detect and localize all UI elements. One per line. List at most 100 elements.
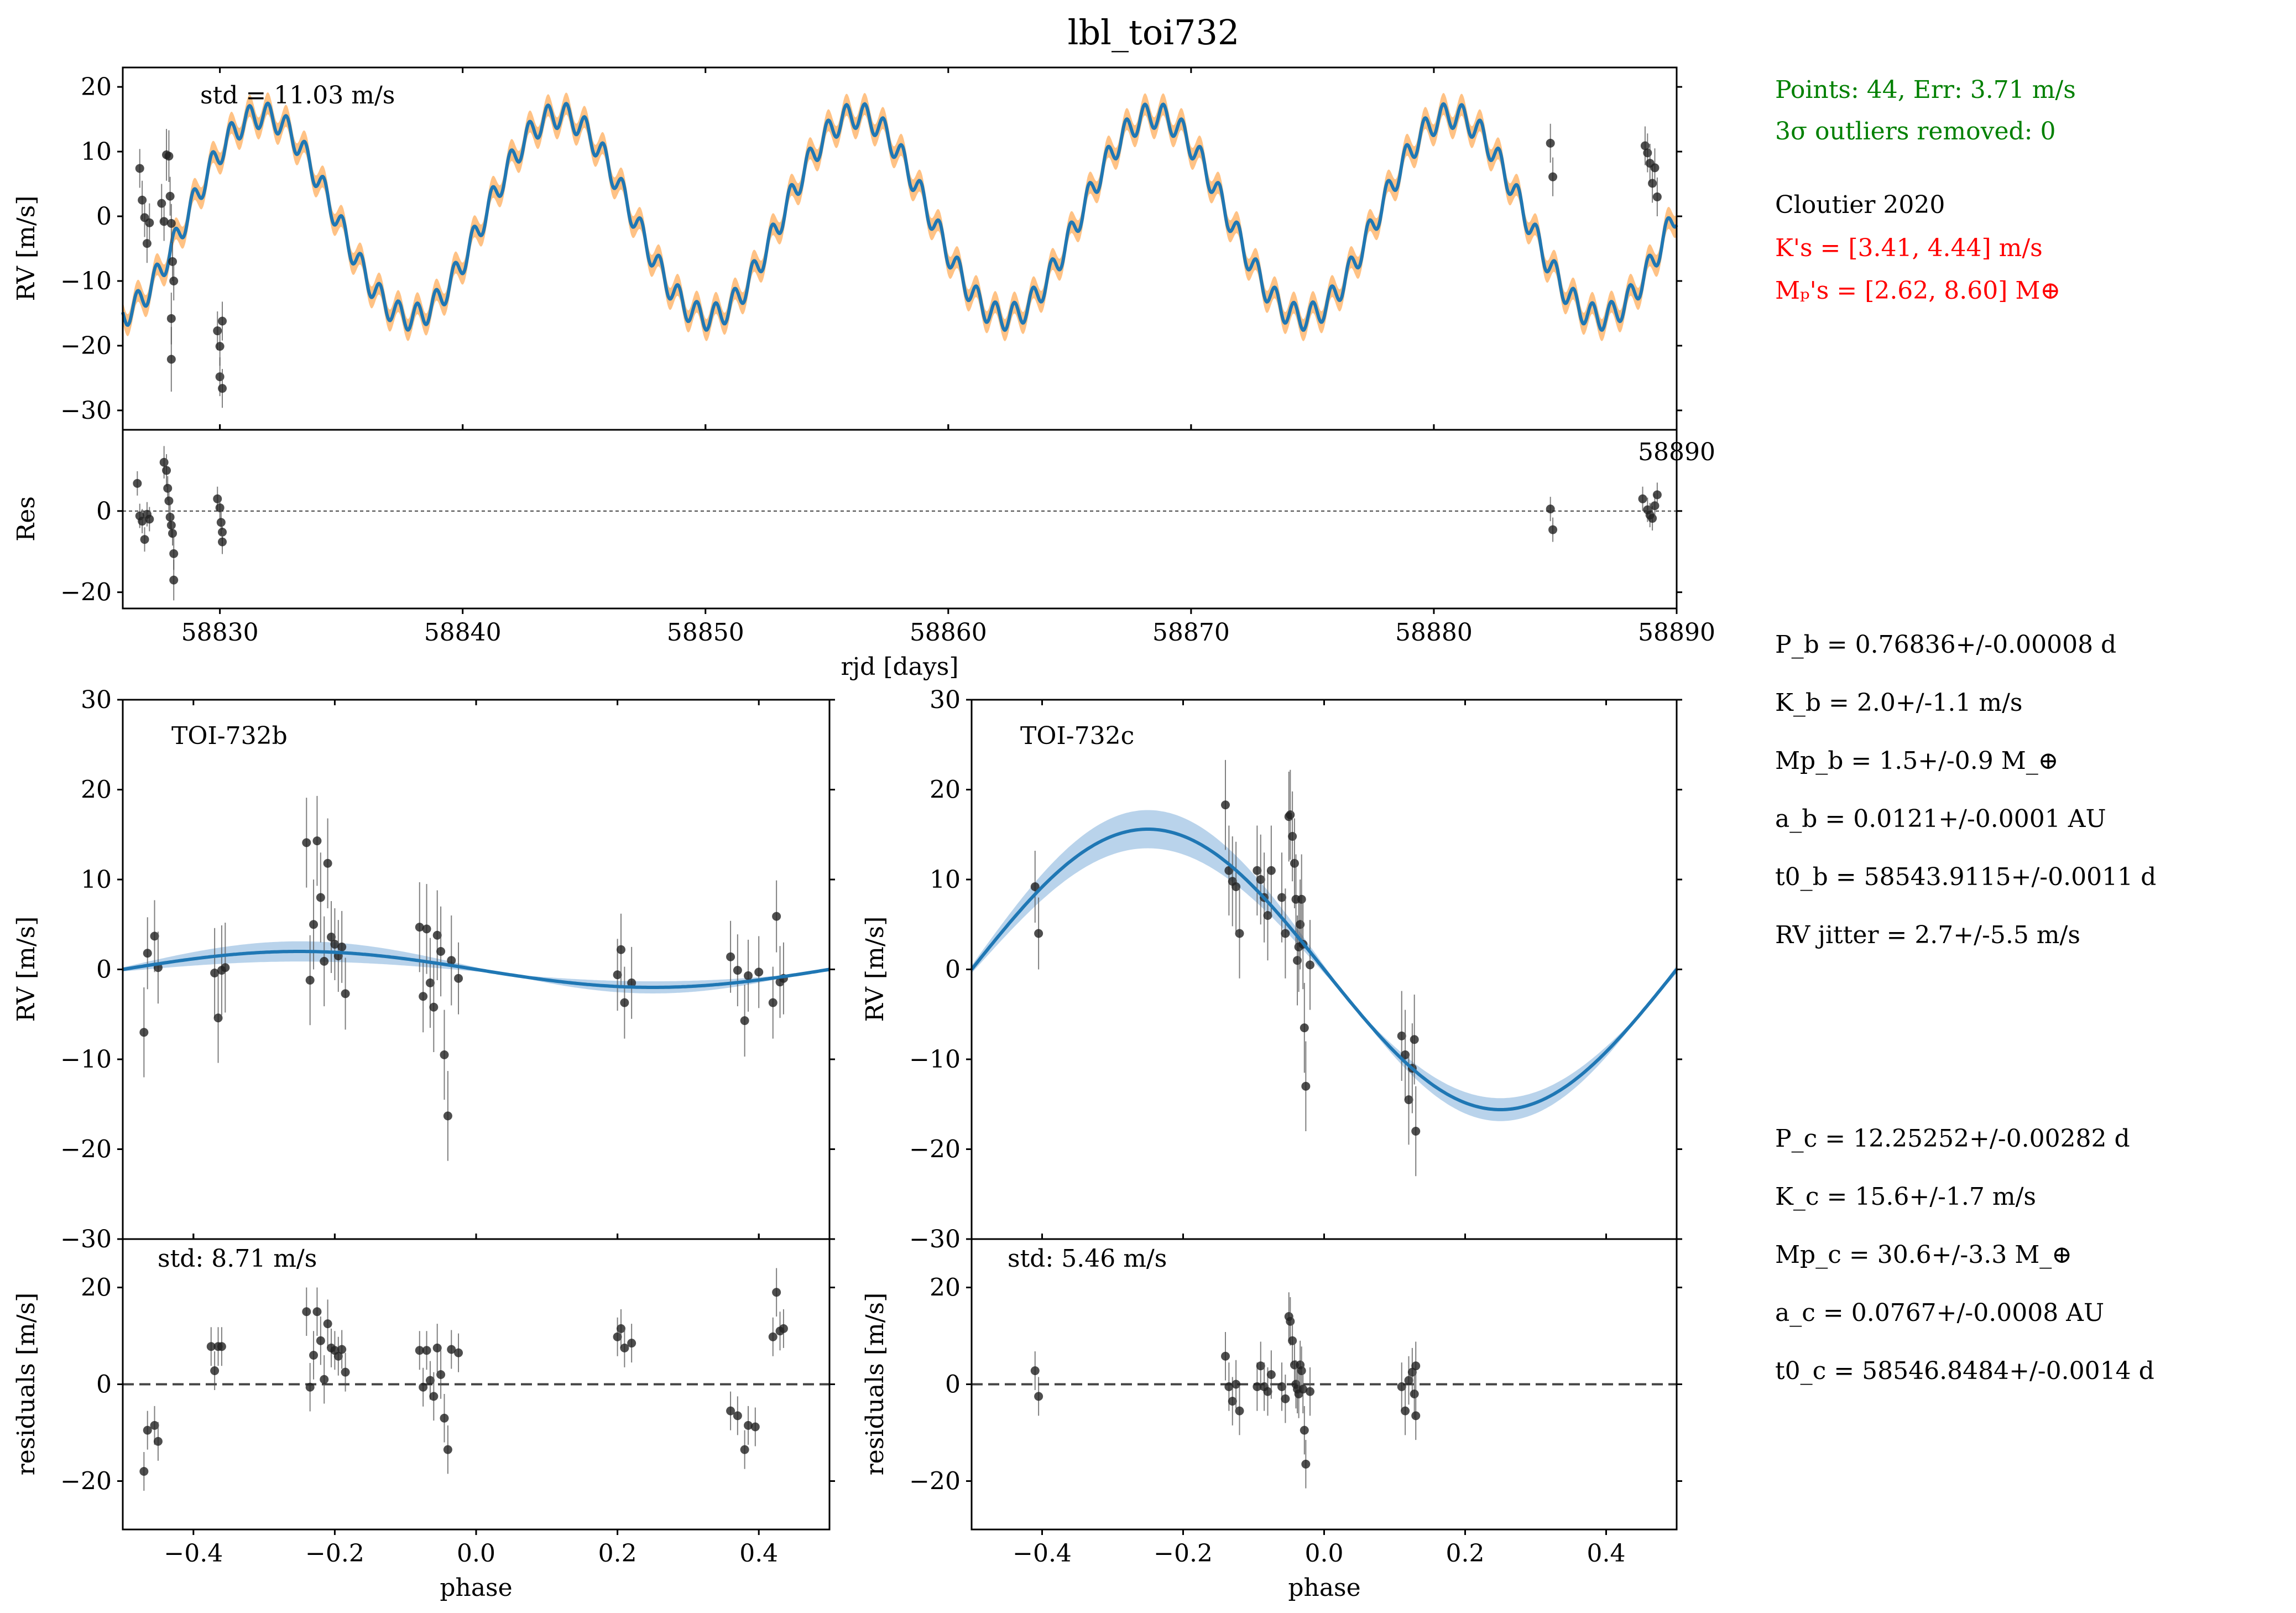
data-point [169,276,179,285]
data-point [613,1332,622,1341]
reference-k: K's = [3.41, 4.44] m/s [1775,234,2043,262]
y-tick-label: 0 [945,956,961,984]
data-point [1297,894,1306,904]
data-point [1300,1023,1309,1033]
data-point [772,912,781,921]
data-point [316,1336,325,1345]
data-point [218,384,227,393]
data-point [302,838,311,847]
data-point [443,1111,452,1121]
data-point [166,218,176,228]
x-tick-label: 0.4 [1587,1539,1626,1568]
x-tick-label: 58840 [424,618,502,647]
data-point [454,974,463,983]
data-point [309,920,319,929]
data-point [1401,1050,1410,1059]
data-point [726,1406,735,1416]
data-point [169,549,179,558]
y-tick-label: 10 [81,866,112,894]
y-tick-label: 0 [96,956,112,984]
y-tick-label: −10 [60,267,112,295]
x-tick-label: 0.0 [457,1539,495,1568]
data-point [779,1324,788,1333]
data-point [135,164,144,173]
data-point [1221,1351,1230,1361]
data-point [218,537,227,547]
data-point [327,933,336,941]
data-point [1232,882,1241,891]
data-point [1652,192,1662,201]
x-tick-label: 58870 [1152,618,1230,647]
res-time-xlabel: rjd [days] [841,653,959,681]
data-point [210,969,220,977]
data-point [1546,504,1555,514]
data-point [616,1324,625,1333]
data-point [1652,490,1662,499]
y-tick-label: −30 [60,397,112,425]
data-point [164,152,174,161]
data-point [341,989,350,998]
data-point [627,1339,636,1348]
model-curve [121,101,1678,332]
data-point [165,191,175,201]
param-b-period: P_b = 0.76836+/-0.00008 d [1775,631,2116,659]
data-point [1300,1425,1309,1435]
data-point [1266,1370,1276,1379]
data-point [754,967,764,977]
data-point [159,217,169,226]
data-point [415,923,424,932]
data-point [138,517,147,526]
data-point [1410,1390,1419,1398]
data-point [150,932,159,941]
data-point [1253,866,1262,875]
data-point [305,1382,315,1392]
data-point [302,1307,311,1317]
y-tick-label: 10 [81,138,112,166]
data-point [1404,1095,1413,1105]
y-tick-label: −30 [909,1225,961,1253]
param-b-semimajor: a_b = 0.0121+/-0.0001 AU [1775,805,2106,833]
x-tick-label: 0.2 [1446,1539,1485,1568]
data-point [443,1445,452,1454]
data-point [215,503,225,512]
data-point [166,521,176,530]
data-point [1281,1394,1290,1403]
y-tick-label: −20 [909,1136,961,1164]
data-point [169,575,179,585]
data-point [1306,960,1314,970]
data-point [153,1437,163,1446]
data-point [150,1421,159,1430]
data-point [1648,179,1657,188]
data-point [1228,1397,1237,1406]
data-point [1548,525,1558,534]
phase-model-curve [970,828,1678,1111]
x-tick-label: −0.4 [1013,1539,1072,1568]
data-point [139,1028,149,1037]
data-point [415,1346,424,1355]
y-tick-label: 20 [930,776,961,804]
data-point [1256,1361,1265,1371]
data-point [1263,1387,1272,1396]
data-point [213,1013,223,1023]
res-c-std-annotation: std: 5.46 m/s [1008,1245,1167,1273]
y-tick-label: −10 [60,1045,112,1074]
panel-res-c-frame [970,1238,1678,1531]
reference-name: Cloutier 2020 [1775,191,1945,219]
data-point [1224,1382,1234,1391]
data-point [768,998,777,1007]
data-point [221,963,230,972]
phase-b-ylabel: RV [m/s] [12,917,40,1022]
data-point [1286,1317,1295,1326]
data-point [323,858,332,868]
data-point [750,1422,760,1432]
x-tick-label: 0.4 [739,1539,778,1568]
data-point [1648,514,1657,523]
param-c-period: P_c = 12.25252+/-0.00282 d [1775,1125,2130,1153]
data-point [1404,1376,1413,1385]
phase-model-band [972,810,1677,1121]
y-tick-label: 0 [96,1371,112,1399]
data-point [1277,893,1286,902]
data-point [213,326,222,336]
